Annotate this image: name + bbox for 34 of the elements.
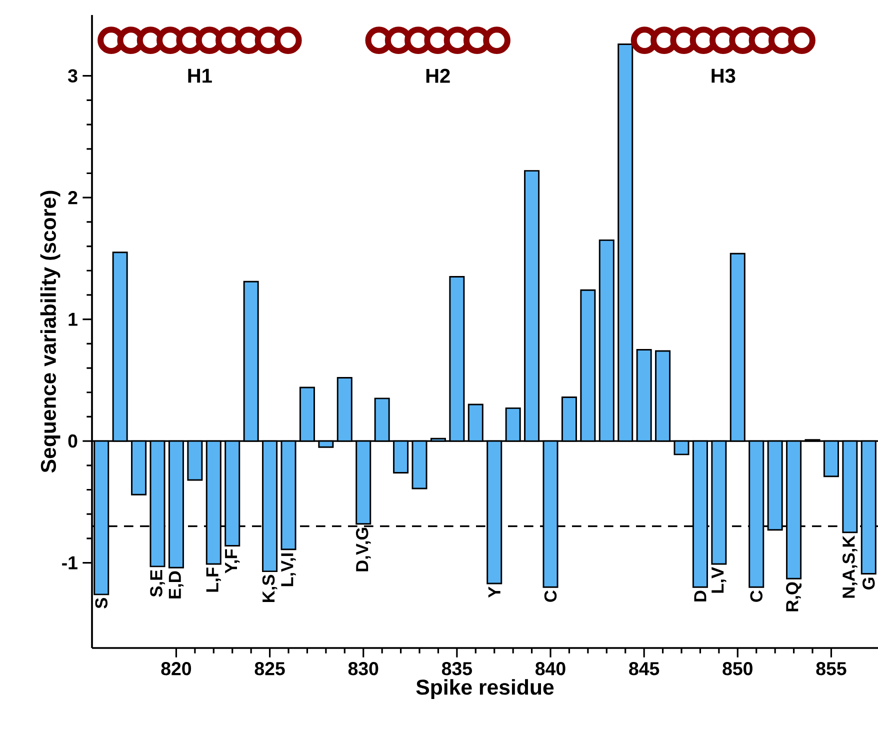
- annotation: H1: [188, 68, 212, 83]
- annotation: N,A,S,K: [842, 535, 858, 598]
- x-tick-label: 830: [348, 662, 378, 676]
- y-tick-label: 1: [68, 312, 78, 326]
- annotation: L,F: [206, 568, 221, 592]
- annotation: D: [694, 590, 706, 602]
- annotation: G: [862, 578, 875, 590]
- x-tick-label: 855: [816, 662, 846, 676]
- x-axis-title: Spike residue: [416, 679, 554, 699]
- annotation: S: [95, 598, 108, 608]
- y-axis-title: Sequence variability (score): [40, 190, 60, 473]
- x-tick-label: 835: [442, 662, 472, 676]
- annotation: Y: [488, 586, 500, 598]
- annotation: C: [750, 590, 762, 602]
- y-tick-label: 0: [68, 434, 78, 448]
- x-tick-label: 825: [254, 662, 285, 676]
- annotation: S,E: [150, 570, 165, 597]
- annotation: L,V: [712, 567, 726, 593]
- x-tick-label: 820: [161, 662, 192, 676]
- x-tick-label: 845: [629, 662, 660, 676]
- annotation: L,V,I: [281, 553, 296, 586]
- annotation: D,V,G: [356, 528, 371, 572]
- y-tick-label: 3: [68, 69, 78, 82]
- x-tick-label: 840: [536, 662, 566, 676]
- y-tick-label: 2: [68, 191, 78, 204]
- x-tick-label: 850: [722, 662, 752, 676]
- annotation: H3: [712, 68, 736, 83]
- annotation: C: [544, 590, 557, 602]
- y-tick-label: -1: [62, 556, 78, 570]
- annotation: H2: [426, 68, 450, 83]
- annotation: E,D: [168, 571, 184, 598]
- annotation: R,Q: [786, 582, 802, 612]
- annotation: Y,F: [225, 549, 240, 574]
- annotation: K,S: [262, 574, 278, 602]
